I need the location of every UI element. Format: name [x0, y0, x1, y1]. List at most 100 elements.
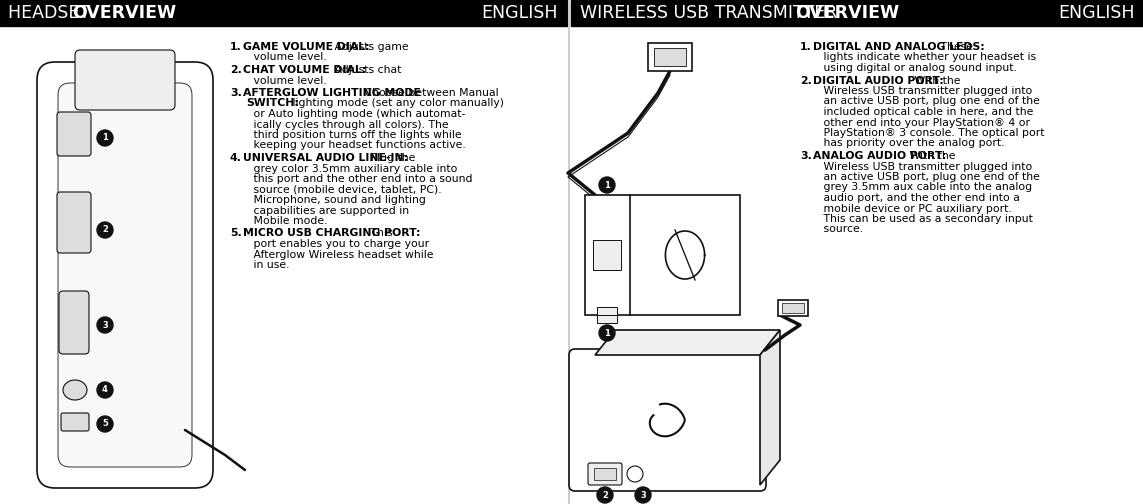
- Circle shape: [599, 325, 615, 341]
- Text: or Auto lighting mode (which automat-: or Auto lighting mode (which automat-: [243, 109, 465, 119]
- Text: volume level.: volume level.: [243, 76, 327, 86]
- Text: WIRELESS USB TRANSMITTER: WIRELESS USB TRANSMITTER: [580, 4, 842, 22]
- Text: With the: With the: [905, 151, 956, 161]
- Text: has priority over the analog port.: has priority over the analog port.: [813, 139, 1005, 149]
- FancyBboxPatch shape: [37, 62, 213, 488]
- Text: DIGITAL AUDIO PORT:: DIGITAL AUDIO PORT:: [813, 76, 944, 86]
- Circle shape: [97, 416, 113, 432]
- Circle shape: [628, 466, 644, 482]
- Text: 4: 4: [102, 386, 107, 395]
- FancyBboxPatch shape: [57, 112, 91, 156]
- Text: With the: With the: [911, 76, 960, 86]
- Text: capabilities are supported in: capabilities are supported in: [243, 206, 409, 216]
- Text: volume level.: volume level.: [243, 52, 327, 62]
- Circle shape: [597, 487, 613, 503]
- Bar: [0, 0, 568, 26]
- Text: 3: 3: [102, 321, 107, 330]
- Text: This can be used as a secondary input: This can be used as a secondary input: [813, 214, 1033, 224]
- Text: CHAT VOLUME DIAL:: CHAT VOLUME DIAL:: [243, 65, 366, 75]
- Text: Choose between Manual: Choose between Manual: [361, 88, 499, 98]
- Bar: [572, 0, 1143, 26]
- Text: GAME VOLUME DIAL:: GAME VOLUME DIAL:: [243, 42, 369, 52]
- Text: 2.: 2.: [800, 76, 812, 86]
- FancyBboxPatch shape: [569, 349, 766, 491]
- Text: 1: 1: [102, 134, 107, 143]
- Circle shape: [97, 222, 113, 238]
- Bar: [654, 48, 686, 66]
- Bar: [648, 43, 692, 71]
- Text: This: This: [367, 228, 392, 238]
- Text: other end into your PlayStation® 4 or: other end into your PlayStation® 4 or: [813, 117, 1030, 128]
- Ellipse shape: [63, 380, 87, 400]
- Text: 5: 5: [102, 419, 107, 428]
- Text: DIGITAL AND ANALOG LEDS:: DIGITAL AND ANALOG LEDS:: [813, 42, 985, 52]
- Text: PlayStation® 3 console. The optical port: PlayStation® 3 console. The optical port: [813, 128, 1045, 138]
- Text: 1.: 1.: [800, 42, 812, 52]
- FancyBboxPatch shape: [588, 463, 622, 485]
- Text: ANALOG AUDIO PORT:: ANALOG AUDIO PORT:: [813, 151, 946, 161]
- FancyBboxPatch shape: [59, 291, 89, 354]
- Text: grey color 3.5mm auxiliary cable into: grey color 3.5mm auxiliary cable into: [243, 163, 457, 173]
- Text: Mobile mode.: Mobile mode.: [243, 216, 328, 226]
- Bar: [778, 300, 808, 316]
- Text: 1: 1: [604, 329, 610, 338]
- Circle shape: [97, 130, 113, 146]
- Text: OVERVIEW: OVERVIEW: [72, 4, 176, 22]
- Text: 3: 3: [640, 490, 646, 499]
- Circle shape: [636, 487, 652, 503]
- FancyBboxPatch shape: [585, 195, 740, 315]
- Polygon shape: [760, 330, 780, 485]
- Text: port enables you to charge your: port enables you to charge your: [243, 239, 429, 249]
- Text: 1: 1: [604, 180, 610, 190]
- Text: Plug the: Plug the: [367, 153, 415, 163]
- Text: mobile device or PC auxiliary port.: mobile device or PC auxiliary port.: [813, 204, 1012, 214]
- FancyBboxPatch shape: [57, 192, 91, 253]
- Text: 2.: 2.: [230, 65, 242, 75]
- FancyBboxPatch shape: [61, 413, 89, 431]
- Text: audio port, and the other end into a: audio port, and the other end into a: [813, 193, 1020, 203]
- Text: ENGLISH: ENGLISH: [481, 4, 558, 22]
- Text: this port and the other end into a sound: this port and the other end into a sound: [243, 174, 472, 184]
- Text: using digital or analog sound input.: using digital or analog sound input.: [813, 63, 1017, 73]
- Bar: [594, 468, 616, 480]
- Text: 2: 2: [602, 490, 608, 499]
- Text: AFTERGLOW LIGHTING MODE: AFTERGLOW LIGHTING MODE: [243, 88, 421, 98]
- Circle shape: [599, 177, 615, 193]
- Text: in use.: in use.: [243, 260, 289, 270]
- Text: Adjusts game: Adjusts game: [330, 42, 408, 52]
- Circle shape: [97, 317, 113, 333]
- Text: Afterglow Wireless headset while: Afterglow Wireless headset while: [243, 249, 433, 260]
- Polygon shape: [596, 330, 780, 355]
- Text: ically cycles through all colors). The: ically cycles through all colors). The: [243, 119, 448, 130]
- Text: 1.: 1.: [230, 42, 242, 52]
- Text: Wireless USB transmitter plugged into: Wireless USB transmitter plugged into: [813, 86, 1032, 96]
- Text: UNIVERSAL AUDIO LINE-IN:: UNIVERSAL AUDIO LINE-IN:: [243, 153, 408, 163]
- Text: an active USB port, plug one end of the: an active USB port, plug one end of the: [813, 96, 1040, 106]
- Text: SWITCH:: SWITCH:: [246, 98, 298, 108]
- Text: Microphone, sound and lighting: Microphone, sound and lighting: [243, 195, 426, 205]
- Text: 3.: 3.: [800, 151, 812, 161]
- Text: HEADSET: HEADSET: [8, 4, 96, 22]
- Text: 3.: 3.: [230, 88, 242, 98]
- Text: ENGLISH: ENGLISH: [1058, 4, 1135, 22]
- FancyBboxPatch shape: [75, 50, 175, 110]
- Text: source.: source.: [813, 224, 863, 234]
- Text: lights indicate whether your headset is: lights indicate whether your headset is: [813, 52, 1036, 62]
- Text: an active USB port, plug one end of the: an active USB port, plug one end of the: [813, 172, 1040, 182]
- Text: grey 3.5mm aux cable into the analog: grey 3.5mm aux cable into the analog: [813, 182, 1032, 193]
- Text: OVERVIEW: OVERVIEW: [796, 4, 900, 22]
- Bar: [782, 303, 804, 313]
- Circle shape: [97, 382, 113, 398]
- Text: 4.: 4.: [230, 153, 242, 163]
- Text: 5.: 5.: [230, 228, 242, 238]
- Text: These: These: [936, 42, 973, 52]
- Text: 2: 2: [102, 225, 107, 234]
- FancyBboxPatch shape: [58, 83, 192, 467]
- Text: source (mobile device, tablet, PC).: source (mobile device, tablet, PC).: [243, 184, 441, 195]
- Text: included optical cable in here, and the: included optical cable in here, and the: [813, 107, 1033, 117]
- Bar: [593, 240, 621, 270]
- Text: MICRO USB CHARGING PORT:: MICRO USB CHARGING PORT:: [243, 228, 421, 238]
- Bar: [597, 315, 617, 323]
- Text: Adjusts chat: Adjusts chat: [330, 65, 401, 75]
- Text: keeping your headset functions active.: keeping your headset functions active.: [243, 141, 465, 151]
